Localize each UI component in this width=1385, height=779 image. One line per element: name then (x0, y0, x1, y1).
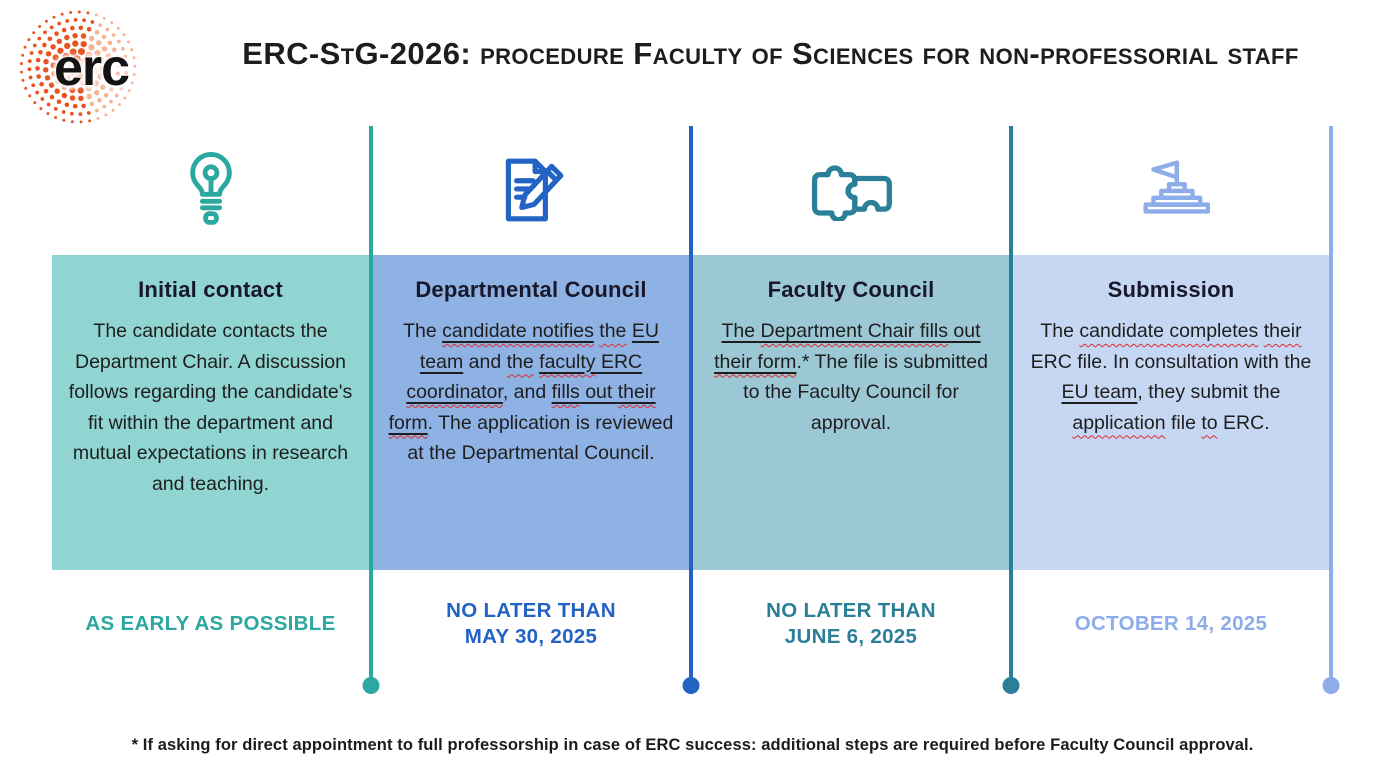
erc-logo: erc (16, 4, 156, 126)
step-column-submission: Submission The candidate completes their… (1013, 125, 1329, 652)
text-link[interactable]: their form (389, 381, 656, 434)
footnote: * If asking for direct appointment to fu… (131, 736, 1254, 754)
step-box: Initial contact The candidate contacts t… (52, 255, 369, 570)
step-box: Faculty Council The Department Chair fil… (693, 255, 1009, 570)
page-title: ERC-StG-2026: procedure Faculty of Scien… (242, 36, 1299, 71)
spellcheck-underline: the (506, 350, 534, 373)
step-deadline: NO LATER THAN JUNE 6, 2025 (766, 599, 936, 648)
step-deadline: NO LATER THAN MAY 30, 2025 (446, 599, 616, 648)
spellcheck-underline: Department Chair fills (760, 320, 948, 342)
text-link[interactable]: coordinator (406, 381, 502, 403)
spellcheck-underline: to (1201, 411, 1218, 434)
erc-logo-text: erc (54, 39, 130, 97)
spellcheck-underline: their (1263, 320, 1302, 342)
text-link[interactable]: EU team (419, 320, 659, 373)
lightbulb-icon (189, 151, 232, 225)
spellcheck-underline: coordinator (406, 381, 503, 403)
text-link[interactable]: out (579, 381, 618, 403)
step-column-initial-contact: Initial contact The candidate contacts t… (52, 125, 369, 652)
text-link[interactable]: faculty (539, 351, 595, 373)
step-column-faculty-council: Faculty Council The Department Chair fil… (693, 125, 1009, 652)
spellcheck-underline: application (1072, 411, 1166, 434)
text-link[interactable]: ERC (600, 350, 643, 373)
timeline-line-4 (1329, 126, 1333, 686)
step-title: Submission (1107, 277, 1235, 302)
spellcheck-underline: faculty (539, 350, 596, 373)
spellcheck-underline: their form (388, 381, 656, 434)
step-column-departmental-council: Departmental Council The candidate notif… (373, 125, 689, 652)
step-box: Submission The candidate completes their… (1013, 255, 1329, 570)
erc-logo-dots (19, 10, 137, 124)
text-link[interactable]: out (947, 320, 981, 342)
text-link[interactable]: Department Chair fills (761, 320, 948, 342)
text-link[interactable]: fills (552, 381, 580, 403)
step-box: Departmental Council The candidate notif… (373, 255, 689, 570)
spellcheck-underline: candidate completes (1079, 320, 1259, 342)
step-title: Initial contact (138, 277, 283, 302)
document-pencil-icon (505, 158, 564, 222)
step-title: Faculty Council (767, 277, 935, 302)
step-title: Departmental Council (415, 277, 647, 302)
spellcheck-underline: candidate notifies (442, 320, 594, 342)
step-description: The Department Chair fills out their for… (714, 320, 988, 434)
spellcheck-underline: the (599, 320, 627, 342)
spellcheck-underline: their form (714, 350, 797, 373)
step-deadline: AS EARLY AS POSSIBLE (85, 612, 336, 635)
timeline-line-1 (369, 126, 373, 686)
step-description: The candidate notifies the EU team and t… (388, 320, 674, 464)
text-link[interactable]: The (721, 320, 761, 342)
timeline-line-2 (689, 126, 693, 686)
text-link[interactable]: their form (714, 351, 796, 373)
spellcheck-underline: fills (551, 381, 580, 403)
step-description: The candidate completes their ERC file. … (1030, 320, 1312, 434)
text-link[interactable]: EU team (1061, 381, 1138, 403)
puzzle-icon (811, 165, 892, 221)
timeline-line-3 (1009, 126, 1013, 686)
step-description: The candidate contacts the Department Ch… (68, 320, 353, 495)
text-link[interactable]: candidate notifies (442, 320, 594, 342)
step-deadline: OCTOBER 14, 2025 (1074, 612, 1268, 635)
stairs-flag-icon (1143, 160, 1210, 214)
